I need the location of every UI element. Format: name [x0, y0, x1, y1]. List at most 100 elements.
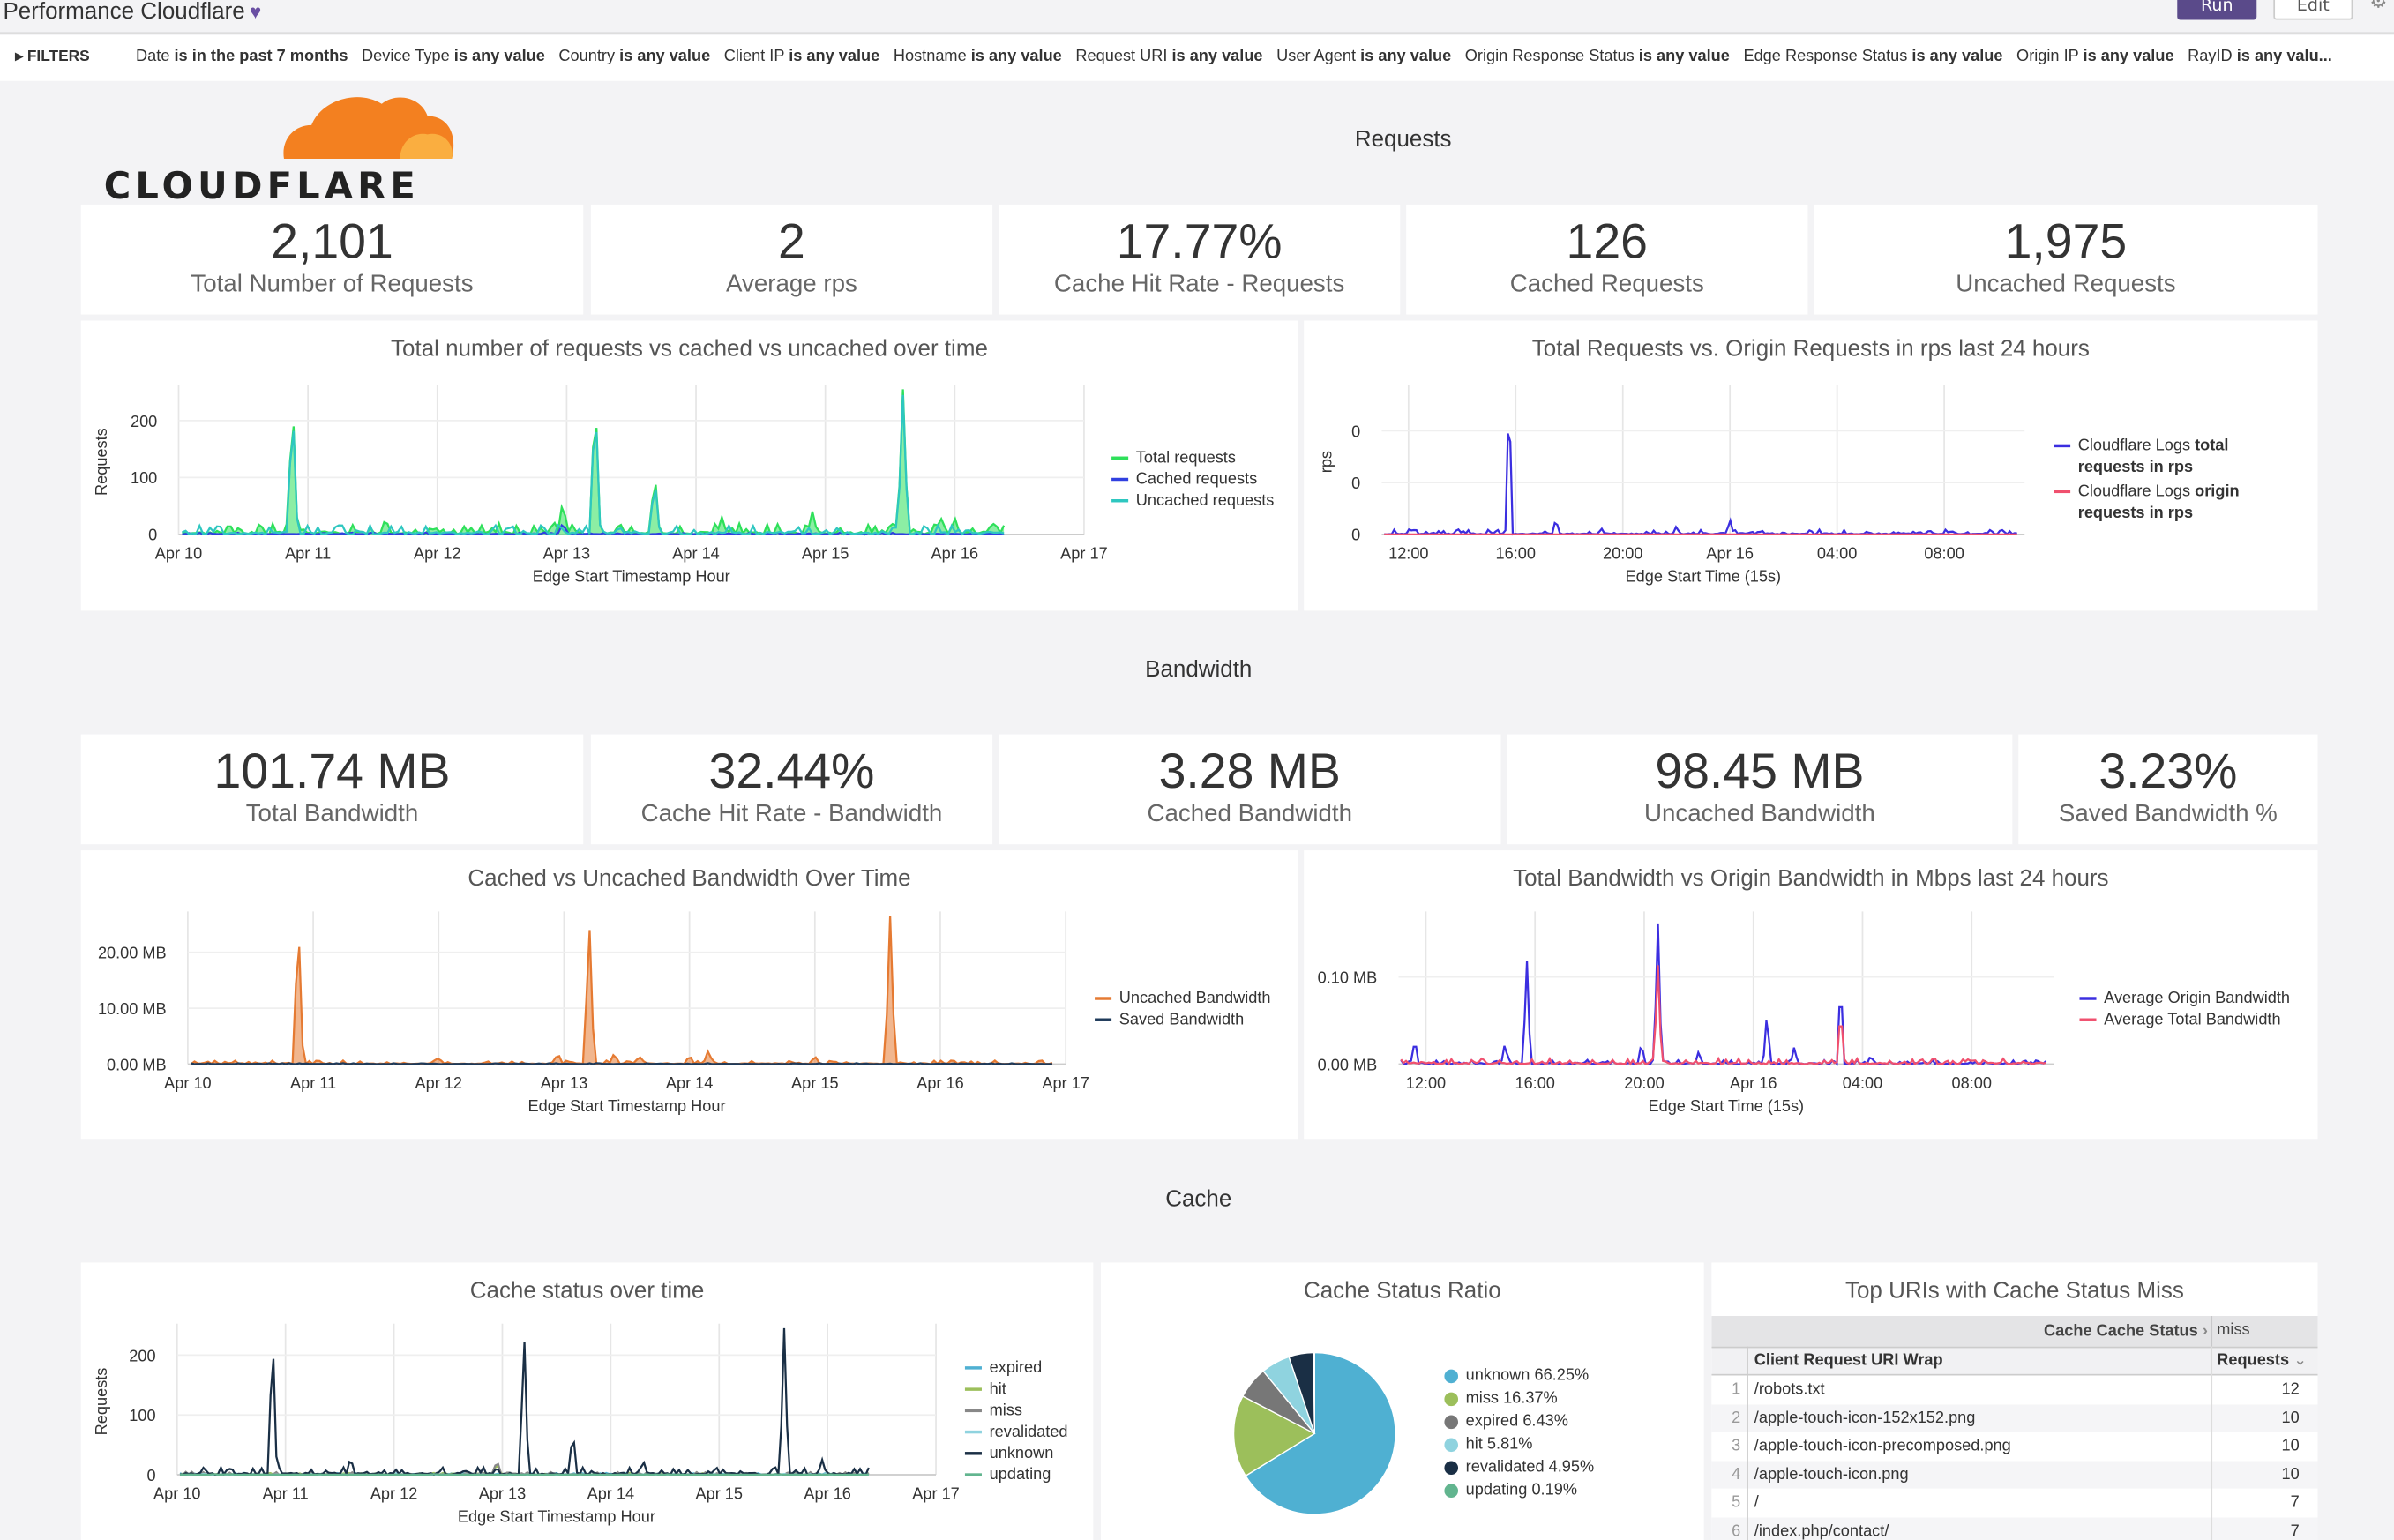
table-body: 1/robots.txt 12 2/apple-touch-icon-152x152… [1711, 1375, 2318, 1540]
legend-label: Cached requests [1135, 470, 1258, 489]
y-tick-label: 0.00 MB [107, 1056, 167, 1073]
filter-chip[interactable]: Date is in the past 7 months [136, 47, 348, 66]
legend-item[interactable]: unknown 66.25% [1444, 1364, 1594, 1387]
table-row[interactable]: 2/apple-touch-icon-152x152.png 10 [1711, 1403, 2318, 1433]
x-tick-label: 08:00 [1952, 1074, 1992, 1092]
filter-chip[interactable]: Device Type is any value [362, 47, 545, 66]
heart-icon[interactable]: ♥ [249, 0, 262, 23]
legend-item[interactable]: Uncached requests [1111, 490, 1274, 512]
legend-swatch [1111, 499, 1129, 503]
x-tick-label: Apr 13 [543, 545, 591, 563]
kpi-tile: 101.74 MB Total Bandwidth [80, 734, 584, 845]
legend-dot [1444, 1484, 1459, 1499]
legend-item[interactable]: Average Origin Bandwidth [2079, 988, 2290, 1009]
pie-slice-miss[interactable] [1232, 1395, 1316, 1477]
series-line[interactable] [1400, 923, 2047, 1066]
series-line[interactable] [180, 1473, 869, 1476]
pie-slice-updating[interactable] [1313, 1351, 1315, 1434]
filter-chip[interactable]: Edge Response Status is any value [1743, 47, 2003, 66]
x-tick-label: Apr 11 [290, 1074, 336, 1092]
series-line[interactable] [191, 916, 1053, 1066]
table-row[interactable]: 3/apple-touch-icon-precomposed.png 10 [1711, 1432, 2318, 1462]
legend-item[interactable]: Cloudflare Logs origin requests in rps [2054, 481, 2261, 527]
legend-item[interactable]: Cached requests [1111, 468, 1274, 490]
filter-chip[interactable]: Country is any value [558, 47, 711, 66]
legend-item[interactable]: miss 16.37% [1444, 1387, 1594, 1410]
legend-dot [1444, 1415, 1459, 1430]
pivot-header[interactable]: Cache Cache Status › [2043, 1321, 2208, 1341]
uri-cell: /apple-touch-icon.png [1754, 1465, 1909, 1484]
filter-chip[interactable]: User Agent is any value [1276, 47, 1452, 66]
column-header-uri[interactable]: Client Request URI Wrap [1754, 1350, 1943, 1370]
kpi-value: 3.28 MB [1158, 743, 1341, 799]
legend-item[interactable]: hit [964, 1379, 1068, 1400]
chart-legend: expired hit miss revalidated unknown updating [964, 1357, 1068, 1485]
table-row[interactable]: 4/apple-touch-icon.png 10 [1711, 1461, 2318, 1491]
filter-chip[interactable]: Request URI is any value [1075, 47, 1263, 66]
kpi-value: 1,975 [2004, 213, 2128, 269]
legend-item[interactable]: revalidated 4.95% [1444, 1456, 1594, 1479]
legend-item[interactable]: Saved Bandwidth [1095, 1009, 1270, 1030]
kpi-label: Total Number of Requests [191, 272, 474, 298]
requests-cell: 12 [2281, 1379, 2300, 1399]
series-line[interactable] [179, 1327, 870, 1477]
x-tick-label: Apr 12 [415, 1074, 462, 1092]
legend-item[interactable]: expired 6.43% [1444, 1410, 1594, 1433]
series-line[interactable] [191, 1062, 1052, 1065]
legend-item[interactable]: updating [964, 1464, 1068, 1485]
y-tick-label: 0 [146, 1467, 155, 1484]
legend-item[interactable]: Cloudflare Logs total requests in rps [2054, 435, 2261, 481]
kpi-value: 17.77% [1116, 213, 1283, 269]
legend-item[interactable]: unknown [964, 1443, 1068, 1464]
kpi-label: Cached Requests [1509, 272, 1704, 298]
column-header-requests[interactable]: Requests ⌄ [2217, 1350, 2308, 1370]
table-row[interactable]: 5 / 7 [1711, 1489, 2318, 1519]
series-line[interactable] [182, 394, 1005, 536]
legend-swatch [2079, 997, 2097, 1000]
chart-plot: 12:00 16:00 20:00 Apr 16 04:00 08:00 0.00 MB 0.… [1318, 911, 2054, 1115]
series-line[interactable] [1400, 965, 2046, 1066]
x-axis-label: Edge Start Timestamp Hour [458, 1508, 655, 1526]
filter-chip[interactable]: RayID is any valu... [2188, 47, 2332, 66]
kpi-value: 2 [778, 213, 805, 269]
table-row[interactable]: 1/robots.txt 12 [1711, 1375, 2318, 1405]
filters-bar[interactable]: ▸ FILTERS Date is in the past 7 months De… [0, 34, 2394, 81]
table-title: Top URIs with Cache Status Miss [1845, 1277, 2184, 1305]
legend-item[interactable]: Average Total Bandwidth [2079, 1009, 2290, 1030]
x-tick-label: 04:00 [1843, 1074, 1882, 1092]
run-button[interactable]: Run [2177, 0, 2257, 20]
x-tick-label: Apr 11 [263, 1485, 309, 1503]
legend-item[interactable]: miss [964, 1400, 1068, 1421]
table-row[interactable]: 6/index.php/contact/7 [1711, 1517, 2318, 1540]
filter-chip[interactable]: Origin IP is any value [2016, 47, 2174, 66]
gear-icon[interactable]: ⚙ [2369, 0, 2388, 14]
edit-button[interactable]: Edit [2273, 0, 2353, 20]
legend-item[interactable]: revalidated [964, 1421, 1068, 1442]
legend-swatch [964, 1409, 982, 1413]
x-tick-label: Apr 12 [370, 1485, 418, 1503]
legend-item[interactable]: expired [964, 1357, 1068, 1379]
panel-top-uris: Top URIs with Cache Status Miss Cache Ca… [1711, 1262, 2318, 1540]
legend-item[interactable]: Total requests [1111, 447, 1274, 468]
cloudflare-logo: CLOUDFLARE [101, 82, 467, 207]
svg-text:CLOUDFLARE: CLOUDFLARE [104, 164, 420, 201]
filter-chip[interactable]: Client IP is any value [723, 47, 880, 66]
legend-label: Total requests [1135, 448, 1236, 467]
x-tick-label: 12:00 [1406, 1074, 1446, 1092]
legend-label: unknown [989, 1444, 1054, 1463]
y-tick-label: 200 [131, 413, 157, 430]
y-tick-label: 0.10 MB [1318, 969, 1378, 987]
legend-item[interactable]: updating 0.19% [1444, 1479, 1594, 1502]
legend-label: hit [989, 1379, 1006, 1399]
series-line[interactable] [1384, 433, 2017, 536]
x-tick-label: Apr 17 [912, 1485, 959, 1503]
legend-item[interactable]: hit 5.81% [1444, 1433, 1594, 1456]
legend-item[interactable]: Uncached Bandwidth [1095, 988, 1271, 1009]
x-axis-label: Edge Start Time (15s) [1626, 567, 1782, 585]
filters-toggle[interactable]: ▸ FILTERS [15, 49, 90, 66]
filter-chip[interactable]: Hostname is any value [893, 47, 1062, 66]
filter-chip[interactable]: Origin Response Status is any value [1464, 47, 1730, 66]
x-tick-label: Apr 16 [1706, 545, 1754, 563]
x-tick-label: Apr 10 [153, 1485, 201, 1503]
pie-slice-unknown[interactable] [1245, 1351, 1396, 1515]
